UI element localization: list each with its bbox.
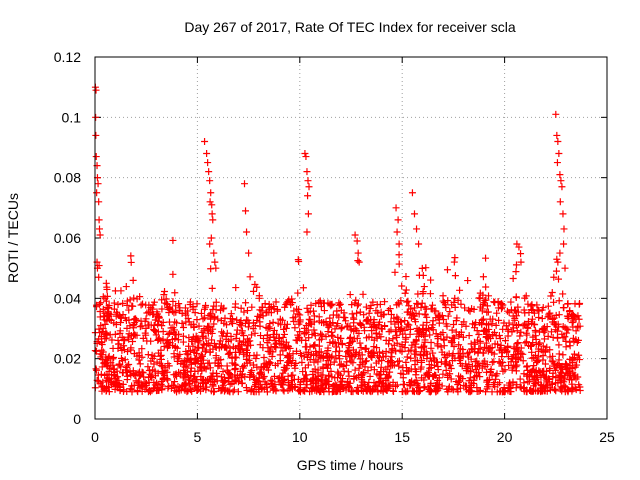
y-tick-label: 0.02 [54, 351, 81, 367]
x-tick-label: 15 [394, 429, 410, 445]
y-axis-label: ROTI / TECUs [5, 193, 21, 283]
x-tick-label: 10 [292, 429, 308, 445]
x-tick-label: 20 [497, 429, 513, 445]
chart-title: Day 267 of 2017, Rate Of TEC Index for r… [184, 19, 515, 35]
y-tick-label: 0.06 [54, 230, 81, 246]
scatter-markers [91, 83, 584, 396]
axis-tick-labels: 0 5 10 15 20 25 0 0.02 0.04 0.06 0.08 0.1 0.12 [54, 49, 615, 445]
data-points [91, 83, 584, 396]
plot-frame [94, 56, 608, 420]
y-tick-label: 0.1 [62, 109, 82, 125]
x-tick-label: 5 [194, 429, 202, 445]
y-tick-label: 0.04 [54, 290, 81, 306]
x-tick-label: 25 [599, 429, 615, 445]
y-tick-label: 0.08 [54, 170, 81, 186]
x-tick-label: 0 [91, 429, 99, 445]
y-tick-label: 0 [73, 411, 81, 427]
x-axis-label: GPS time / hours [297, 457, 404, 473]
grid-lines [95, 57, 607, 419]
y-tick-label: 0.12 [54, 49, 81, 65]
